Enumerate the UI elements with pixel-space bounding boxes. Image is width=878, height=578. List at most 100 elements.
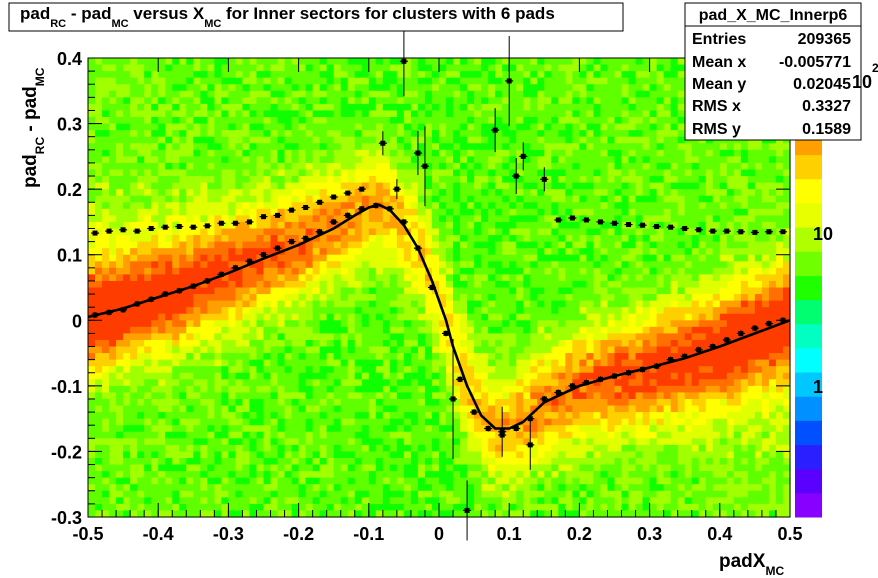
heatmap-cell xyxy=(579,195,588,203)
heatmap-cell xyxy=(312,241,321,249)
heatmap-cell xyxy=(221,333,229,341)
heatmap-cell xyxy=(467,359,475,367)
heatmap-cell xyxy=(207,103,215,112)
heatmap-cell xyxy=(158,431,166,439)
heatmap-cell xyxy=(389,267,398,275)
heatmap-cell xyxy=(368,228,377,236)
heatmap-cell xyxy=(228,346,237,354)
heatmap-cell xyxy=(439,444,447,453)
heatmap-cell xyxy=(403,300,412,308)
heatmap-cell xyxy=(417,123,426,131)
heatmap-cell xyxy=(431,451,440,459)
heatmap-cell xyxy=(193,510,201,518)
heatmap-cell xyxy=(410,497,419,505)
heatmap-cell xyxy=(235,333,244,341)
heatmap-cell xyxy=(137,412,145,420)
heatmap-cell xyxy=(207,372,215,380)
heatmap-cell xyxy=(375,117,384,125)
heatmap-cell xyxy=(537,431,545,439)
heatmap-cell xyxy=(565,195,573,203)
heatmap-cell xyxy=(305,202,314,210)
heatmap-cell xyxy=(130,169,138,177)
heatmap-cell xyxy=(361,326,370,334)
heatmap-cell xyxy=(284,228,293,236)
heatmap-cell xyxy=(396,457,405,466)
heatmap-cell xyxy=(137,405,145,413)
heatmap-cell xyxy=(558,228,566,236)
heatmap-cell xyxy=(263,77,272,85)
heatmap-cell xyxy=(340,444,349,453)
heatmap-cell xyxy=(439,438,447,446)
heatmap-cell xyxy=(410,287,419,295)
heatmap-cell xyxy=(347,254,356,262)
heatmap-cell xyxy=(130,274,138,282)
heatmap-cell xyxy=(347,431,356,439)
heatmap-cell xyxy=(354,372,363,380)
heatmap-cell xyxy=(172,313,180,321)
heatmap-cell xyxy=(319,221,328,230)
heatmap-cell xyxy=(95,484,103,492)
heatmap-cell xyxy=(284,503,293,512)
heatmap-cell xyxy=(88,162,96,171)
heatmap-cell xyxy=(375,438,384,446)
heatmap-cell xyxy=(256,162,265,171)
heatmap-cell xyxy=(375,464,384,472)
heatmap-cell xyxy=(579,162,588,171)
heatmap-cell xyxy=(354,169,363,177)
heatmap-cell xyxy=(403,117,412,125)
heatmap-cell xyxy=(523,84,531,92)
heatmap-cell xyxy=(361,425,370,433)
heatmap-cell xyxy=(565,208,573,216)
heatmap-cell xyxy=(88,280,96,289)
heatmap-cell xyxy=(291,110,300,118)
heatmap-cell xyxy=(95,307,103,315)
heatmap-cell xyxy=(530,84,538,92)
heatmap-cell xyxy=(186,287,194,295)
heatmap-cell xyxy=(263,287,272,295)
heatmap-cell xyxy=(333,182,342,190)
heatmap-cell xyxy=(137,471,145,479)
heatmap-cell xyxy=(544,457,552,466)
heatmap-cell xyxy=(270,215,279,223)
heatmap-cell xyxy=(403,71,412,79)
heatmap-cell xyxy=(312,169,321,177)
heatmap-cell xyxy=(270,130,279,138)
heatmap-cell xyxy=(165,169,173,177)
heatmap-cell xyxy=(439,385,447,394)
heatmap-cell xyxy=(431,130,440,138)
heatmap-cell xyxy=(88,379,96,387)
heatmap-cell xyxy=(291,510,300,518)
heatmap-cell xyxy=(424,123,433,131)
heatmap-cell xyxy=(530,444,538,453)
heatmap-cell xyxy=(193,326,201,334)
heatmap-cell xyxy=(95,235,103,243)
heatmap-cell xyxy=(516,412,524,420)
heatmap-cell xyxy=(263,431,272,439)
heatmap-cell xyxy=(375,353,384,361)
heatmap-cell xyxy=(193,97,201,105)
heatmap-cell xyxy=(228,77,237,85)
heatmap-cell xyxy=(354,182,363,190)
heatmap-cell xyxy=(403,438,412,446)
heatmap-cell xyxy=(263,64,272,72)
heatmap-cell xyxy=(242,156,251,164)
heatmap-cell xyxy=(361,405,370,413)
heatmap-cell xyxy=(403,510,412,518)
heatmap-cell xyxy=(460,130,468,138)
heatmap-cell xyxy=(523,241,531,249)
heatmap-cell xyxy=(551,287,559,295)
heatmap-cell xyxy=(502,333,510,341)
heatmap-cell xyxy=(109,97,117,105)
heatmap-cell xyxy=(361,254,370,262)
heatmap-cell xyxy=(305,110,314,118)
heatmap-cell xyxy=(172,149,180,157)
heatmap-cell xyxy=(467,307,475,315)
heatmap-cell xyxy=(502,189,510,197)
heatmap-cell xyxy=(375,221,384,230)
heatmap-cell xyxy=(495,215,503,223)
heatmap-cell xyxy=(453,130,461,138)
heatmap-cell xyxy=(495,97,503,105)
heatmap-cell xyxy=(319,359,328,367)
heatmap-cell xyxy=(102,228,110,236)
heatmap-cell xyxy=(186,235,194,243)
